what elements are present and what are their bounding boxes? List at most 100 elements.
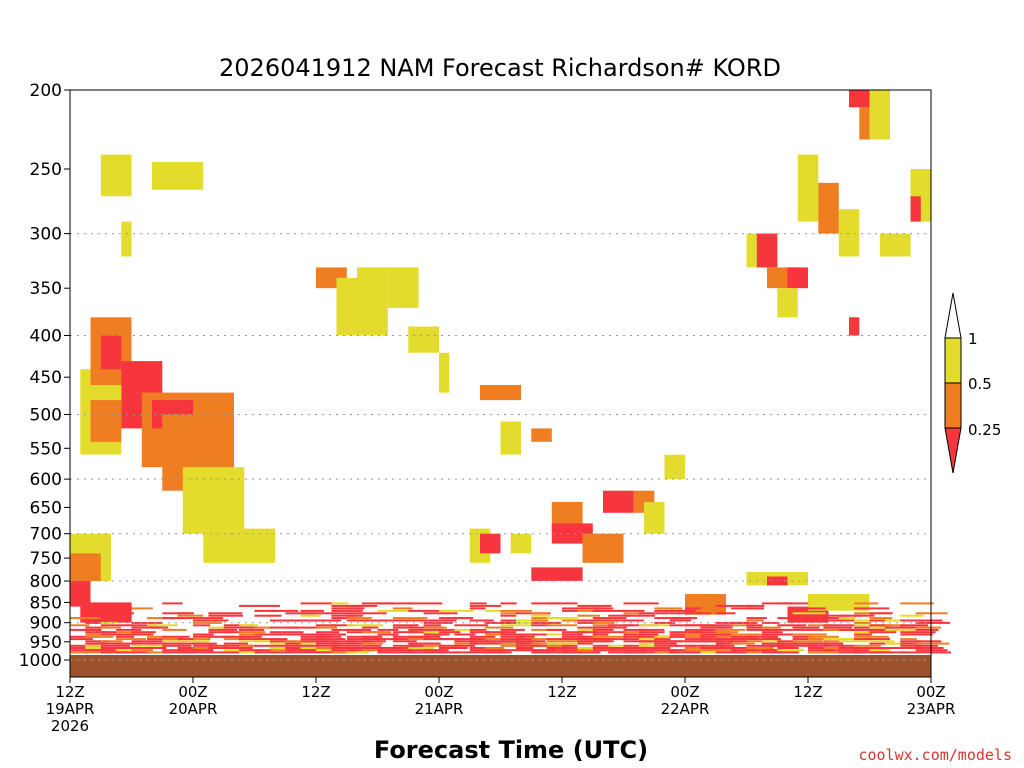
low-level-cell-279 <box>439 651 461 654</box>
low-level-cell-139 <box>269 619 291 622</box>
low-level-cell-379 <box>577 609 601 612</box>
low-level-cell-119 <box>239 628 265 631</box>
low-level-cell-583 <box>823 642 842 645</box>
low-level-cell-197 <box>331 651 357 654</box>
low-level-cell-289 <box>469 602 487 605</box>
low-level-cell-253 <box>408 638 437 641</box>
low-level-cell-71 <box>162 640 194 643</box>
low-level-cell-347 <box>531 633 547 636</box>
ri-cell-15 <box>100 154 132 197</box>
x-tick-label-0-1: 19APR <box>46 700 95 718</box>
low-level-cell-639 <box>900 628 920 631</box>
low-level-cell-226 <box>377 602 412 605</box>
ri-cell-41 <box>787 267 808 289</box>
low-level-cell-134 <box>254 640 284 643</box>
low-level-cell-363 <box>546 649 568 652</box>
low-level-cell-587 <box>823 651 841 654</box>
low-level-cell-283 <box>454 633 476 636</box>
y-tick-label-1000: 1000 <box>19 651 62 671</box>
low-level-cell-409 <box>608 614 630 617</box>
low-level-cell-60 <box>146 635 167 638</box>
low-level-cell-479 <box>685 651 711 654</box>
low-level-cell-64 <box>146 651 167 654</box>
ri-cell-25 <box>500 421 521 455</box>
low-level-cell-75 <box>177 612 194 615</box>
low-level-cell-440 <box>638 644 662 647</box>
low-level-cell-496 <box>715 626 733 629</box>
low-level-cell-373 <box>562 644 578 647</box>
low-level-cell-175 <box>316 635 342 638</box>
low-level-cell-614 <box>869 612 893 615</box>
ri-cell-16 <box>152 161 204 190</box>
low-level-cell-284 <box>454 638 481 641</box>
low-level-cell-164 <box>300 638 324 641</box>
low-level-cell-102 <box>208 635 236 638</box>
low-level-cell-591 <box>838 628 862 631</box>
low-level-cell-403 <box>592 635 628 638</box>
low-level-cell-483 <box>700 628 724 631</box>
low-level-cell-494 <box>715 612 736 615</box>
low-level-cell-87 <box>193 633 214 636</box>
low-level-cell-310 <box>485 649 502 652</box>
low-level-cell-141 <box>269 631 286 634</box>
low-level-cell-272 <box>439 609 474 612</box>
low-level-cell-521 <box>746 619 764 622</box>
low-level-cell-74 <box>162 651 192 654</box>
low-level-cell-585 <box>823 647 840 649</box>
low-level-cell-498 <box>715 631 739 634</box>
low-level-cell-130 <box>254 614 282 617</box>
y-tick-label-650: 650 <box>30 498 62 518</box>
low-level-cell-451 <box>654 642 677 645</box>
ri-cell-51 <box>910 196 921 222</box>
low-level-cell-297 <box>469 640 497 643</box>
low-level-cell-575 <box>823 614 850 617</box>
low-level-cell-596 <box>838 651 866 654</box>
low-level-cell-100 <box>208 628 238 631</box>
low-level-cell-480 <box>700 607 723 610</box>
low-level-cell-517 <box>731 651 749 654</box>
low-level-cell-223 <box>362 644 382 647</box>
low-level-cell-70 <box>162 638 187 641</box>
low-level-cell-240 <box>392 635 424 638</box>
low-level-cell-201 <box>346 617 372 620</box>
low-level-cell-57 <box>146 617 175 620</box>
low-level-cell-552 <box>777 649 805 652</box>
low-level-cell-335 <box>515 642 540 645</box>
low-level-cell-307 <box>485 638 504 641</box>
low-level-cell-553 <box>777 651 800 654</box>
low-level-cell-53 <box>131 642 156 645</box>
low-level-cell-133 <box>254 638 288 641</box>
low-level-cell-148 <box>285 612 315 615</box>
ri-cell-19 <box>336 277 357 336</box>
low-level-cell-651 <box>915 626 941 629</box>
low-level-cell-149 <box>285 619 319 622</box>
low-level-cell-369 <box>562 633 583 636</box>
y-tick-label-300: 300 <box>30 225 62 245</box>
low-level-cell-147 <box>269 651 292 654</box>
low-level-cell-586 <box>823 649 859 652</box>
low-level-cell-85 <box>193 621 222 624</box>
low-level-cell-635 <box>900 614 924 617</box>
low-level-cell-515 <box>731 647 749 649</box>
chart-title: 2026041912 NAM Forecast Richardson# KORD <box>219 54 781 82</box>
low-level-cell-200 <box>346 614 363 617</box>
ri-cell-26 <box>531 428 552 442</box>
low-level-cell-398 <box>592 624 616 627</box>
low-level-cell-492 <box>700 651 721 654</box>
low-level-cell-346 <box>531 628 561 631</box>
low-level-cell-448 <box>654 635 685 638</box>
low-level-cell-376 <box>562 651 590 654</box>
low-level-cell-527 <box>746 640 764 643</box>
low-level-cell-609 <box>854 638 873 641</box>
low-level-cell-237 <box>392 624 419 627</box>
low-level-cell-584 <box>823 644 845 647</box>
low-level-cell-349 <box>531 642 555 645</box>
low-level-cell-490 <box>700 647 723 649</box>
low-level-cell-384 <box>577 628 600 631</box>
low-level-cell-378 <box>577 607 604 610</box>
low-level-cell-196 <box>331 649 356 652</box>
y-tick-label-750: 750 <box>30 549 62 569</box>
low-level-cell-520 <box>746 617 767 620</box>
low-level-cell-158 <box>300 602 336 605</box>
low-level-cell-399 <box>592 626 627 629</box>
